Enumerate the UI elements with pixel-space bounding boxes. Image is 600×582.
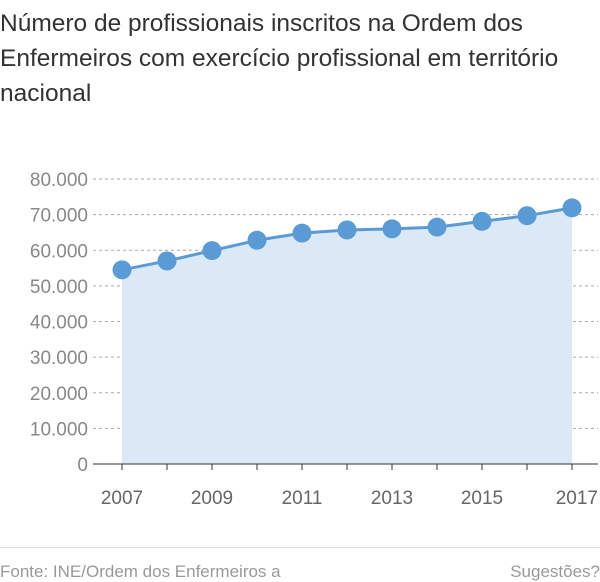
x-tick-label: 2009 <box>191 488 233 509</box>
data-point <box>382 219 402 239</box>
y-tick-label: 80.000 <box>30 170 88 191</box>
x-axis-labels: 2007 2009 2011 2013 2015 2017 <box>101 488 598 509</box>
source-link[interactable]: Fonte: INE/Ordem dos Enfermeiros a <box>0 562 281 581</box>
suggestions-link[interactable]: Sugestões? <box>510 562 600 581</box>
data-point <box>337 220 357 240</box>
data-point <box>472 211 492 231</box>
y-axis-labels: 0 10.000 20.000 30.000 40.000 50.000 60.000 70.… <box>30 170 88 476</box>
y-tick-label: 30.000 <box>30 348 88 369</box>
chart-area: 0 10.000 20.000 30.000 40.000 50.000 60.000 70.… <box>30 170 598 509</box>
data-point <box>157 251 177 271</box>
area-fill <box>122 207 572 464</box>
x-tick-label: 2011 <box>282 488 323 509</box>
footer-divider <box>0 547 600 548</box>
y-tick-label: 40.000 <box>30 313 88 334</box>
data-points <box>112 198 582 280</box>
data-point <box>292 223 312 243</box>
chart-title: Número de profissionais inscritos na Ord… <box>0 10 559 107</box>
x-axis-ticks <box>121 464 573 470</box>
y-tick-label: 60.000 <box>30 241 88 262</box>
y-tick-label: 70.000 <box>30 206 88 227</box>
data-point <box>517 206 537 226</box>
y-tick-label: 20.000 <box>30 384 88 405</box>
x-tick-label: 2015 <box>461 488 503 509</box>
data-point <box>112 260 132 280</box>
data-point <box>562 198 582 218</box>
x-tick-label: 2007 <box>101 488 143 509</box>
y-tick-label: 50.000 <box>30 277 88 298</box>
x-tick-label: 2017 <box>556 488 598 509</box>
data-point <box>427 217 447 237</box>
data-point <box>247 230 267 250</box>
y-tick-label: 0 <box>77 455 88 476</box>
x-tick-label: 2013 <box>371 488 413 509</box>
y-tick-label: 10.000 <box>30 419 88 440</box>
data-point <box>202 241 222 261</box>
